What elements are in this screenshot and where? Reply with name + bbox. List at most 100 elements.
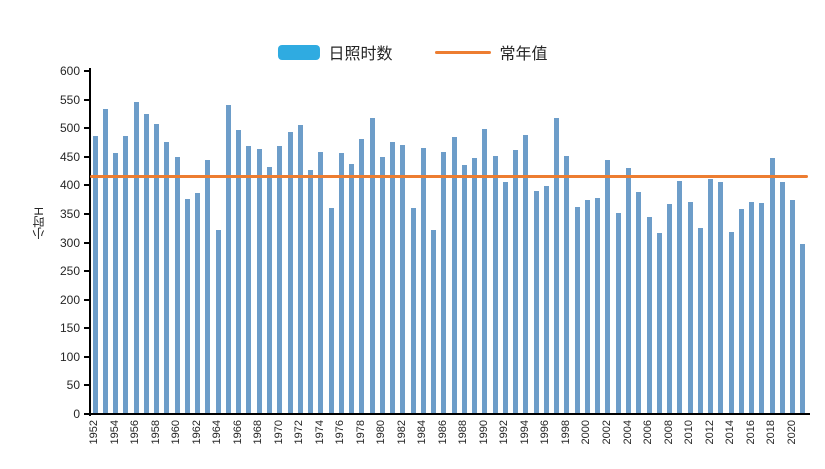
x-tick-label-2006: 2006 xyxy=(642,420,654,445)
y-tick-mark-50 xyxy=(84,384,89,387)
bar-1994 xyxy=(523,135,529,414)
x-tick-label-1968: 1968 xyxy=(252,420,265,445)
bar-1957 xyxy=(143,114,149,414)
x-tick-label-1990: 1990 xyxy=(477,420,490,445)
x-axis-line xyxy=(87,413,810,415)
x-tick-label-1992: 1992 xyxy=(498,420,511,445)
bar-2012 xyxy=(708,179,714,414)
x-tick-label-1982: 1982 xyxy=(395,420,408,445)
x-tick-label-2016: 2016 xyxy=(744,420,757,445)
x-tick-label-1974: 1974 xyxy=(313,420,326,445)
bar-2017 xyxy=(759,203,765,414)
y-tick-mark-500 xyxy=(84,127,89,130)
bar-1953 xyxy=(102,109,108,414)
x-tick-label-2000: 2000 xyxy=(580,420,593,445)
bar-1963 xyxy=(205,160,211,414)
normal-value-line xyxy=(90,174,808,178)
y-tick-label-300: 300 xyxy=(59,235,80,250)
x-tick-label-1996: 1996 xyxy=(539,420,552,445)
bar-1958 xyxy=(154,124,160,414)
bar-2014 xyxy=(728,232,734,414)
x-tick-label-1964: 1964 xyxy=(211,420,224,445)
y-axis-line xyxy=(89,68,91,416)
bar-1998 xyxy=(564,155,570,414)
x-tick-label-1988: 1988 xyxy=(457,420,470,445)
bar-1979 xyxy=(369,118,375,414)
x-tick-label-1978: 1978 xyxy=(354,420,367,445)
x-tick-label-1972: 1972 xyxy=(293,420,306,445)
x-tick-label-1966: 1966 xyxy=(231,420,244,445)
bar-1988 xyxy=(461,164,467,414)
bar-1967 xyxy=(246,146,252,414)
bar-1965 xyxy=(225,104,231,414)
y-tick-label-150: 150 xyxy=(59,321,80,336)
bar-1982 xyxy=(400,145,406,414)
x-tick-label-2004: 2004 xyxy=(621,420,634,445)
bar-1955 xyxy=(123,136,129,414)
y-tick-mark-250 xyxy=(84,270,89,273)
bar-1966 xyxy=(236,129,242,414)
bar-1956 xyxy=(133,102,139,414)
bar-1978 xyxy=(359,139,365,414)
x-tick-label-2014: 2014 xyxy=(724,420,737,445)
y-tick-mark-550 xyxy=(84,98,89,101)
bar-2018 xyxy=(769,158,775,414)
x-tick-label-1970: 1970 xyxy=(272,420,285,445)
x-tick-label-2020: 2020 xyxy=(785,420,798,445)
y-tick-label-200: 200 xyxy=(59,292,80,307)
x-tick-label-1956: 1956 xyxy=(129,420,142,445)
x-tick-label-1958: 1958 xyxy=(149,420,162,445)
y-tick-mark-600 xyxy=(84,70,89,72)
bar-2006 xyxy=(646,217,652,414)
sunshine-series-label: 日照时数 xyxy=(328,46,393,63)
bar-1970 xyxy=(277,146,283,414)
bar-2019 xyxy=(779,181,785,414)
x-tick-label-1986: 1986 xyxy=(436,420,449,445)
y-tick-label-350: 350 xyxy=(59,206,80,221)
x-tick-label-2012: 2012 xyxy=(703,420,716,445)
bar-2011 xyxy=(697,227,703,414)
bar-1959 xyxy=(164,142,170,414)
bar-2004 xyxy=(626,167,631,414)
bar-1960 xyxy=(174,156,180,414)
y-tick-label-450: 450 xyxy=(59,149,80,164)
bar-1992 xyxy=(502,182,508,414)
bar-1999 xyxy=(574,207,580,414)
bar-1981 xyxy=(390,142,396,414)
x-tick-label-1994: 1994 xyxy=(518,420,531,445)
y-tick-label-550: 550 xyxy=(59,92,80,107)
y-tick-label-250: 250 xyxy=(59,264,80,279)
bar-1983 xyxy=(410,207,416,414)
x-tick-label-2008: 2008 xyxy=(662,420,675,445)
y-tick-mark-150 xyxy=(84,327,89,330)
bar-2001 xyxy=(595,198,601,414)
x-tick-label-2018: 2018 xyxy=(765,420,778,445)
bar-1964 xyxy=(215,229,221,414)
normal-line-swatch xyxy=(434,50,491,54)
bar-1952 xyxy=(92,136,98,414)
x-tick-label-1984: 1984 xyxy=(416,420,429,445)
x-tick-label-1980: 1980 xyxy=(375,420,388,445)
bar-1993 xyxy=(513,149,519,414)
bar-1974 xyxy=(318,152,324,414)
y-tick-label-400: 400 xyxy=(59,178,80,193)
y-tick-mark-300 xyxy=(84,241,89,244)
bar-1977 xyxy=(349,163,355,414)
normal-line-label: 常年值 xyxy=(499,46,548,63)
y-tick-mark-0 xyxy=(84,413,89,415)
bar-1968 xyxy=(256,149,262,414)
bar-2003 xyxy=(615,212,621,414)
bar-2010 xyxy=(687,202,693,414)
x-tick-label-1998: 1998 xyxy=(559,420,572,445)
bar-1997 xyxy=(554,118,560,414)
bar-2002 xyxy=(605,160,611,414)
y-tick-label-100: 100 xyxy=(59,349,80,364)
bar-1972 xyxy=(297,125,303,414)
x-tick-label-1962: 1962 xyxy=(190,420,203,445)
bar-2016 xyxy=(749,201,755,414)
x-tick-label-1960: 1960 xyxy=(170,420,183,445)
bar-2000 xyxy=(584,199,590,414)
bar-1996 xyxy=(543,186,549,414)
bar-1990 xyxy=(482,128,488,414)
